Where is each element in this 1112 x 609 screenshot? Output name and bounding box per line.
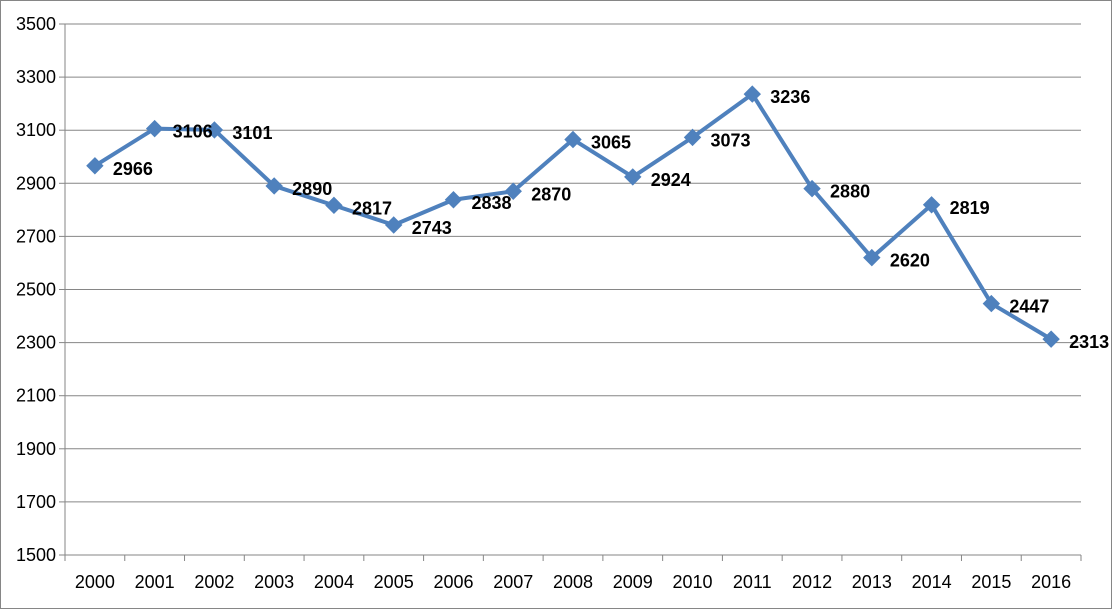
- y-tick-label: 3500: [16, 14, 56, 34]
- gridlines: [65, 23, 1081, 503]
- data-label: 2620: [890, 251, 930, 271]
- data-point-marker: [922, 196, 941, 214]
- y-tick-label: 2900: [16, 173, 56, 193]
- data-label: 3236: [770, 87, 810, 107]
- data-label: 2966: [113, 159, 153, 179]
- x-tick-label: 2015: [971, 572, 1011, 592]
- data-label: 2817: [352, 198, 392, 218]
- x-tick-label: 2013: [852, 572, 892, 592]
- data-label: 2870: [531, 184, 571, 204]
- x-tick-label: 2009: [613, 572, 653, 592]
- data-point-marker: [145, 119, 164, 138]
- x-tick-label: 2004: [314, 572, 354, 592]
- y-tick-label: 3300: [16, 67, 56, 87]
- data-point-marker: [564, 130, 582, 149]
- y-tick-label: 2100: [16, 386, 56, 406]
- data-label: 2447: [1009, 297, 1049, 317]
- x-tick-label: 2014: [912, 572, 952, 592]
- x-tick-label: 2011: [733, 572, 772, 592]
- x-tick-label: 2008: [553, 572, 593, 592]
- data-point-marker: [624, 168, 642, 186]
- data-point-marker: [325, 196, 343, 215]
- data-label: 2313: [1069, 332, 1109, 352]
- data-labels: 2966 3106 3101 2890 2817 2743 2838 2870 3065 2924…: [113, 87, 1109, 352]
- x-tick-label: 2016: [1031, 572, 1071, 592]
- data-point-marker: [863, 248, 881, 267]
- y-tick-label: 1700: [16, 492, 56, 512]
- x-tick-label: 2006: [433, 572, 473, 592]
- data-point-marker: [803, 179, 821, 198]
- data-label: 3101: [232, 123, 272, 143]
- x-tick-label: 2002: [194, 572, 234, 592]
- data-point-marker: [982, 294, 1001, 313]
- y-tick-label: 2500: [16, 280, 56, 300]
- data-label: 2890: [292, 179, 332, 199]
- x-tick-label: 2005: [374, 572, 414, 592]
- x-tick-label: 2007: [493, 572, 533, 592]
- data-label: 2838: [471, 193, 511, 213]
- data-point-marker: [1042, 330, 1060, 348]
- data-point-marker: [265, 177, 283, 195]
- data-point-marker: [205, 121, 224, 139]
- data-point-marker: [384, 216, 403, 234]
- data-label: 2819: [950, 198, 990, 218]
- x-tick-label: 2010: [673, 572, 713, 592]
- data-label: 2743: [412, 218, 452, 238]
- data-point-marker: [444, 191, 463, 209]
- y-tick-label: 2300: [16, 333, 56, 353]
- y-tick-label: 3100: [16, 120, 56, 140]
- y-tick-label: 1500: [16, 545, 56, 565]
- data-point-marker: [504, 182, 522, 200]
- data-label: 3065: [591, 132, 631, 152]
- x-tick-label: 2001: [135, 572, 175, 592]
- data-label: 3106: [173, 122, 213, 142]
- data-point-marker: [683, 128, 702, 147]
- data-point-marker: [86, 157, 104, 175]
- y-tick-label: 1900: [16, 439, 56, 459]
- data-label: 2880: [830, 182, 870, 202]
- x-tick-label: 2003: [254, 572, 294, 592]
- tick-labels: 1500 1700 1900 2100 2300 2500 2700 2900 3100 3300…: [16, 14, 1071, 592]
- data-label: 2924: [651, 170, 691, 190]
- data-point-marker: [743, 85, 762, 103]
- y-tick-label: 2700: [16, 226, 56, 246]
- x-tick-label: 2000: [75, 572, 115, 592]
- x-tick-label: 2012: [792, 572, 832, 592]
- data-label: 3073: [711, 130, 751, 150]
- axes: [59, 23, 1082, 561]
- data-markers: [86, 85, 1060, 348]
